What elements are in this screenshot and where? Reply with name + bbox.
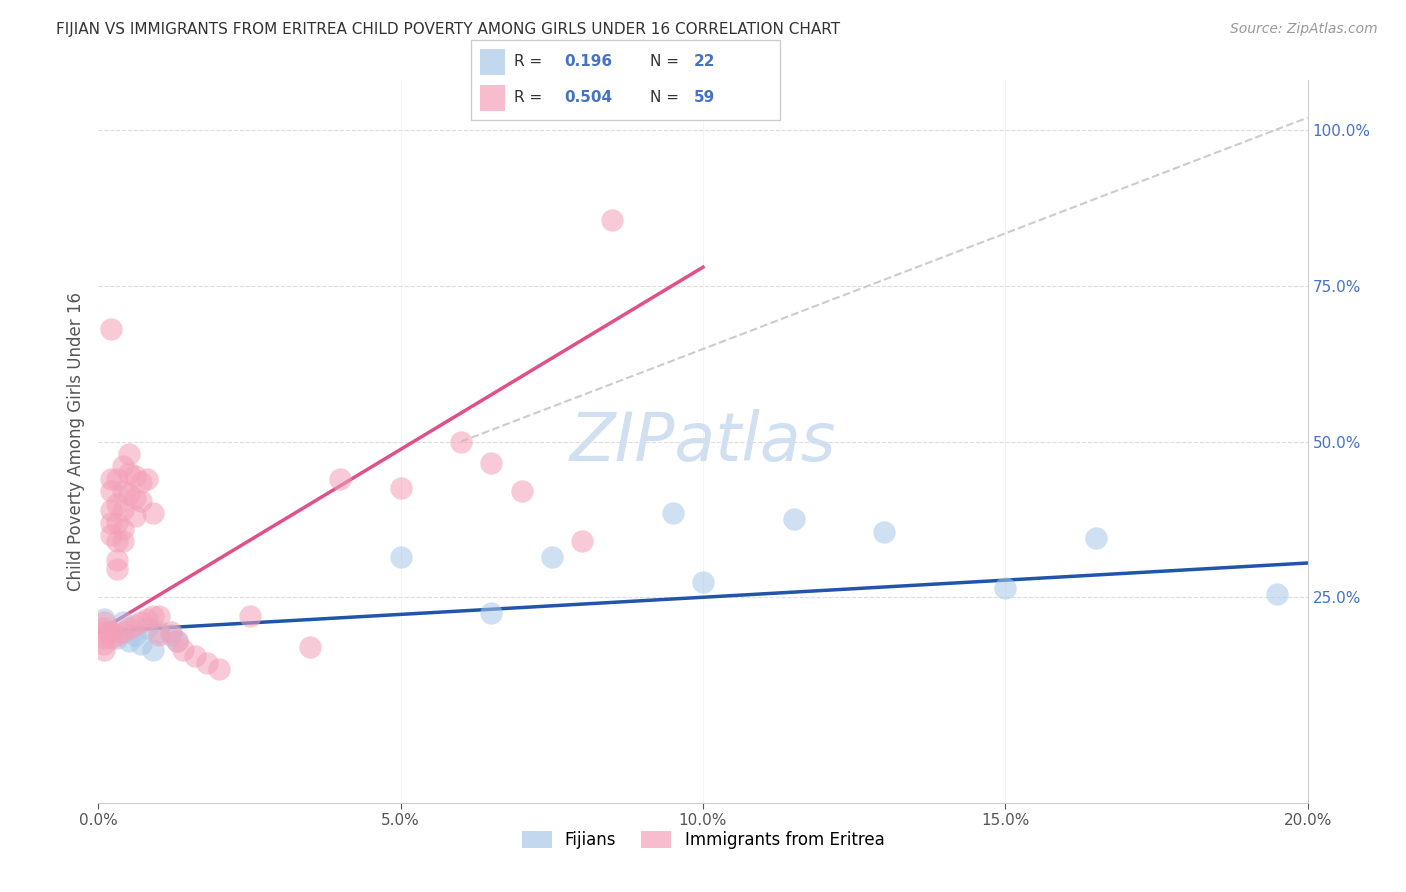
- Point: [873, 524, 896, 539]
- Point: [389, 481, 412, 495]
- Point: [105, 472, 128, 486]
- Point: [100, 516, 122, 530]
- Point: [111, 459, 134, 474]
- Point: [100, 472, 122, 486]
- Point: [111, 534, 134, 549]
- Point: [129, 475, 152, 489]
- Point: [105, 562, 128, 576]
- Point: [100, 528, 122, 542]
- Point: [100, 631, 122, 645]
- Y-axis label: Child Poverty Among Girls Under 16: Child Poverty Among Girls Under 16: [66, 292, 84, 591]
- Point: [184, 649, 207, 664]
- Text: FIJIAN VS IMMIGRANTS FROM ERITREA CHILD POVERTY AMONG GIRLS UNDER 16 CORRELATION: FIJIAN VS IMMIGRANTS FROM ERITREA CHILD …: [56, 22, 841, 37]
- Point: [142, 609, 165, 624]
- Point: [105, 553, 128, 567]
- Point: [93, 624, 115, 639]
- Point: [111, 624, 134, 639]
- Point: [172, 643, 194, 657]
- Point: [105, 516, 128, 530]
- Point: [148, 609, 170, 624]
- Point: [100, 624, 122, 639]
- Point: [93, 615, 115, 630]
- Point: [1085, 531, 1108, 545]
- Point: [329, 472, 352, 486]
- Point: [105, 534, 128, 549]
- Point: [135, 612, 157, 626]
- Point: [1267, 587, 1289, 601]
- Point: [540, 549, 562, 564]
- Point: [142, 643, 165, 657]
- Text: ZIPatlas: ZIPatlas: [569, 409, 837, 475]
- Point: [118, 621, 141, 635]
- Point: [93, 643, 115, 657]
- Point: [166, 633, 188, 648]
- Point: [105, 497, 128, 511]
- Point: [100, 624, 122, 639]
- Point: [148, 627, 170, 641]
- Point: [111, 484, 134, 499]
- Point: [124, 468, 146, 483]
- Point: [166, 633, 188, 648]
- Bar: [481, 85, 505, 111]
- Point: [208, 662, 231, 676]
- Text: N =: N =: [651, 90, 679, 105]
- Point: [602, 213, 624, 227]
- Text: 0.504: 0.504: [564, 90, 612, 105]
- Point: [105, 627, 128, 641]
- Text: R =: R =: [515, 90, 543, 105]
- Point: [118, 487, 141, 501]
- Point: [124, 491, 146, 505]
- Point: [124, 618, 146, 632]
- Point: [135, 621, 157, 635]
- Point: [450, 434, 472, 449]
- Text: Source: ZipAtlas.com: Source: ZipAtlas.com: [1230, 22, 1378, 37]
- Point: [661, 506, 683, 520]
- Point: [93, 621, 115, 635]
- Point: [783, 512, 806, 526]
- Text: R =: R =: [515, 54, 543, 70]
- Text: 22: 22: [693, 54, 716, 70]
- FancyBboxPatch shape: [471, 40, 780, 120]
- Point: [142, 506, 165, 520]
- Text: 0.196: 0.196: [564, 54, 612, 70]
- Point: [510, 484, 533, 499]
- Point: [118, 466, 141, 480]
- Point: [111, 522, 134, 536]
- Point: [692, 574, 714, 589]
- Point: [100, 322, 122, 336]
- Point: [100, 484, 122, 499]
- Point: [481, 606, 503, 620]
- Legend: Fijians, Immigrants from Eritrea: Fijians, Immigrants from Eritrea: [515, 824, 891, 856]
- Point: [299, 640, 322, 654]
- Point: [93, 612, 115, 626]
- Point: [129, 493, 152, 508]
- Point: [118, 447, 141, 461]
- Text: 59: 59: [693, 90, 716, 105]
- Point: [129, 637, 152, 651]
- Point: [239, 609, 262, 624]
- Point: [160, 627, 183, 641]
- Point: [571, 534, 593, 549]
- Point: [105, 631, 128, 645]
- Point: [389, 549, 412, 564]
- Point: [129, 615, 152, 630]
- Point: [148, 624, 170, 639]
- Point: [118, 633, 141, 648]
- Point: [481, 456, 503, 470]
- Point: [100, 503, 122, 517]
- Point: [994, 581, 1017, 595]
- Point: [111, 503, 134, 517]
- Bar: [481, 49, 505, 75]
- Point: [111, 615, 134, 630]
- Text: N =: N =: [651, 54, 679, 70]
- Point: [135, 472, 157, 486]
- Point: [124, 627, 146, 641]
- Point: [124, 509, 146, 524]
- Point: [195, 656, 218, 670]
- Point: [93, 631, 115, 645]
- Point: [93, 637, 115, 651]
- Point: [160, 624, 183, 639]
